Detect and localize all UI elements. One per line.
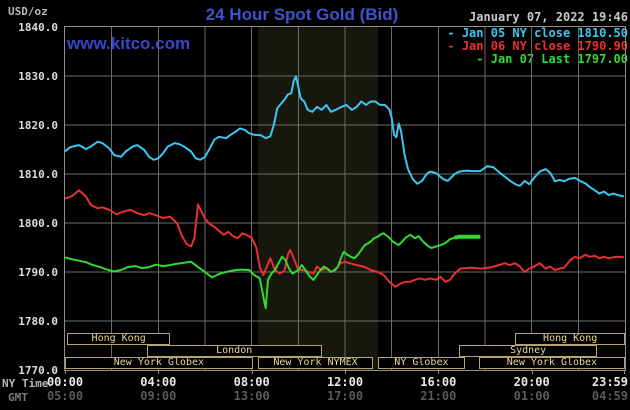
price-line-last-segment xyxy=(454,234,481,240)
plot-area xyxy=(64,26,626,371)
gmt-time-label: 05:00 xyxy=(46,389,84,403)
y-tick-label: 1810.0 xyxy=(18,167,58,181)
x-axis-tick xyxy=(158,371,160,374)
price-lines-svg xyxy=(65,27,625,370)
gmt-time-label: 17:00 xyxy=(326,389,364,403)
x-axis-tick xyxy=(531,371,533,374)
nymex-hours-band xyxy=(258,27,378,370)
session-box: Hong Kong xyxy=(67,333,170,345)
legend-item: - Jan 06 NY close 1790.90 xyxy=(447,39,628,53)
ny-time-label: 00:00 xyxy=(46,375,84,389)
gmt-time-label: 04:59 xyxy=(591,389,628,403)
gmt-row-label: GMT xyxy=(8,391,28,404)
gmt-time-label: 09:00 xyxy=(140,389,177,403)
y-tick-label: 1820.0 xyxy=(18,118,58,132)
x-axis-tick xyxy=(345,371,346,374)
y-tick-label: 1840.0 xyxy=(18,20,58,34)
y-tick-label: 1830.0 xyxy=(18,69,58,83)
ny-time-label: 04:00 xyxy=(140,375,177,389)
gmt-time-label: 13:00 xyxy=(233,389,270,403)
gmt-time-label: 01:00 xyxy=(513,389,550,403)
y-tick-label: 1770.0 xyxy=(18,363,58,377)
session-box: Hong Kong xyxy=(515,333,625,345)
legend-item: - Jan 07 Last 1797.00 xyxy=(476,52,628,66)
price-line-jan-05 xyxy=(65,75,625,198)
gmt-time-label: 21:00 xyxy=(420,389,457,403)
session-box: Sydney xyxy=(459,345,597,357)
price-line-jan-07 xyxy=(65,232,481,310)
session-box: New York NYMEX xyxy=(258,357,373,369)
kitco-watermark: www.kitco.com xyxy=(67,34,191,53)
y-tick-label: 1790.0 xyxy=(18,265,58,279)
session-box: NY Globex xyxy=(377,357,465,369)
ny-time-row-label: NY Time xyxy=(2,377,49,390)
session-box: New York Globex xyxy=(478,357,625,369)
session-box: New York Globex xyxy=(65,357,253,369)
ny-time-label: 16:00 xyxy=(420,375,457,389)
ny-time-label: 12:00 xyxy=(326,375,364,389)
legend: - Jan 05 NY close 1810.50- Jan 06 NY clo… xyxy=(447,27,628,66)
legend-item: - Jan 05 NY close 1810.50 xyxy=(447,26,628,40)
x-axis-tick xyxy=(438,371,440,374)
y-tick-label: 1780.0 xyxy=(18,314,58,328)
chart-timestamp: January 07, 2022 19:46 xyxy=(469,10,628,24)
y-tick-label: 1800.0 xyxy=(18,216,58,230)
session-box: London xyxy=(146,345,322,357)
x-axis-tick xyxy=(624,371,625,374)
x-axis-tick xyxy=(251,371,253,374)
ny-time-label: 08:00 xyxy=(233,375,270,389)
chart-title: 24 Hour Spot Gold (Bid) xyxy=(205,5,399,24)
units-label: USD/oz xyxy=(8,5,48,18)
ny-time-label: 23:59 xyxy=(591,375,628,389)
ny-time-label: 20:00 xyxy=(513,375,550,389)
x-axis-tick xyxy=(65,371,66,374)
